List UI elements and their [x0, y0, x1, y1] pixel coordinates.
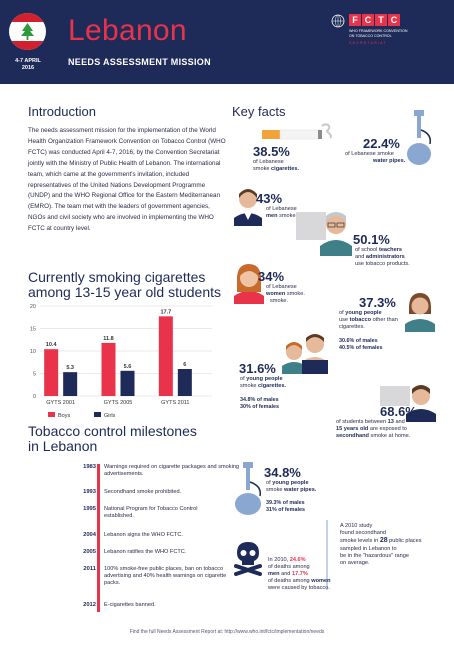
smoking-bar-chart: 0 5 10 15 20 10.4 5.3 GYTS 2001 11.8 5.6 GYTS 2005…	[24, 300, 220, 422]
y-tick-label: 20	[30, 304, 36, 310]
y-tick-label: 15	[30, 327, 36, 333]
introduction-heading: Introduction	[28, 104, 96, 119]
data-label: 5.3	[66, 365, 74, 371]
page-subtitle: NEEDS ASSESSMENT MISSION	[68, 57, 211, 67]
bar-boys	[101, 342, 116, 396]
blackboard-panel	[296, 212, 326, 240]
bar-girls	[120, 370, 135, 396]
fact-teachers: 50.1% of school teachers and administrat…	[353, 232, 410, 268]
teacher-icon	[320, 212, 352, 256]
legend-label-boys: Boys	[58, 413, 70, 419]
x-tick-label: GYTS 2001	[46, 400, 75, 406]
cigarette-icon	[262, 123, 332, 140]
milestones-heading: Tobacco control milestones in Lebanon	[28, 423, 197, 454]
bar-girls	[177, 369, 192, 396]
student-icon	[406, 385, 436, 422]
fact-water-pipes: 22.4% of Lebanese smoke water pipes.	[345, 136, 406, 165]
bar-girls	[63, 372, 78, 396]
lebanon-flag-icon	[9, 13, 46, 50]
fact-secondhand: 68.6% of students between 13 and 15 year…	[336, 404, 417, 440]
fctc-logo: F C T C	[349, 14, 400, 26]
bar-boys	[44, 349, 59, 396]
legend-swatch-boys	[48, 412, 55, 417]
fact-deaths: In 2010, 24.6% of deaths among men and 1…	[268, 557, 331, 591]
data-label: 10.4	[46, 342, 58, 348]
legend-label-girls: Girls	[104, 413, 116, 419]
man-icon	[234, 189, 262, 226]
boys-icon	[282, 334, 328, 374]
data-label: 11.8	[103, 336, 113, 342]
fact-study: A 2010 study found secondhand smoke leve…	[340, 523, 422, 567]
fact-women: 34% of Lebanese women smoke. smoke.	[258, 269, 305, 305]
introduction-text: The needs assessment mission for the imp…	[28, 127, 226, 233]
milestones-timeline: 1983 Warnings required on cigarette pack…	[28, 460, 239, 612]
fact-young-cigarettes: 31.6% of young people smoke cigarettes. …	[239, 361, 287, 411]
skull-crossbones-icon	[234, 542, 262, 576]
girl-icon	[405, 293, 435, 332]
data-label: 17.7	[160, 309, 171, 315]
woman-icon	[234, 264, 264, 304]
y-tick-label: 0	[33, 394, 36, 400]
timeline-line	[97, 464, 100, 612]
fact-men: 43% of Lebanese men smoke.	[256, 191, 298, 220]
data-label: 5.6	[124, 364, 132, 370]
fact-young-other-tobacco: 37.3% of young people use tobacco other …	[339, 295, 398, 352]
fact-young-water-pipes: 34.8% of young people smoke water pipes.…	[264, 465, 317, 514]
bar-boys	[158, 316, 173, 396]
header-banner: 4-7 APRIL 2016 Lebanon NEEDS ASSESSMENT …	[0, 0, 454, 84]
y-tick-label: 5	[33, 372, 36, 378]
who-emblem-icon	[331, 14, 345, 28]
key-facts-heading: Key facts	[232, 104, 286, 119]
secondhand-panel	[380, 386, 410, 406]
fctc-secretariat: SECRETARIAT	[349, 41, 387, 45]
divider-line	[326, 520, 328, 590]
x-tick-label: GYTS 2005	[104, 400, 133, 406]
footer-link-text: Find the full Needs Assessment Report at…	[129, 629, 325, 635]
mission-date: 4-7 APRIL 2016	[15, 58, 41, 71]
water-pipe-icon	[407, 110, 432, 165]
chart-heading: Currently smoking cigarettes among 13-15…	[28, 269, 222, 300]
fact-cigarettes: 38.5% of Lebanese smoke cigarettes.	[253, 144, 300, 173]
fctc-subtitle: WHO FRAMEWORK CONVENTION ON TOBACCO CONT…	[349, 29, 408, 38]
data-label: 6	[183, 362, 186, 368]
water-pipe-small-icon	[235, 462, 262, 515]
x-tick-label: GYTS 2011	[161, 400, 189, 406]
page-title: Lebanon	[68, 14, 187, 47]
y-tick-label: 10	[30, 349, 36, 355]
legend-swatch-girls	[94, 412, 101, 417]
